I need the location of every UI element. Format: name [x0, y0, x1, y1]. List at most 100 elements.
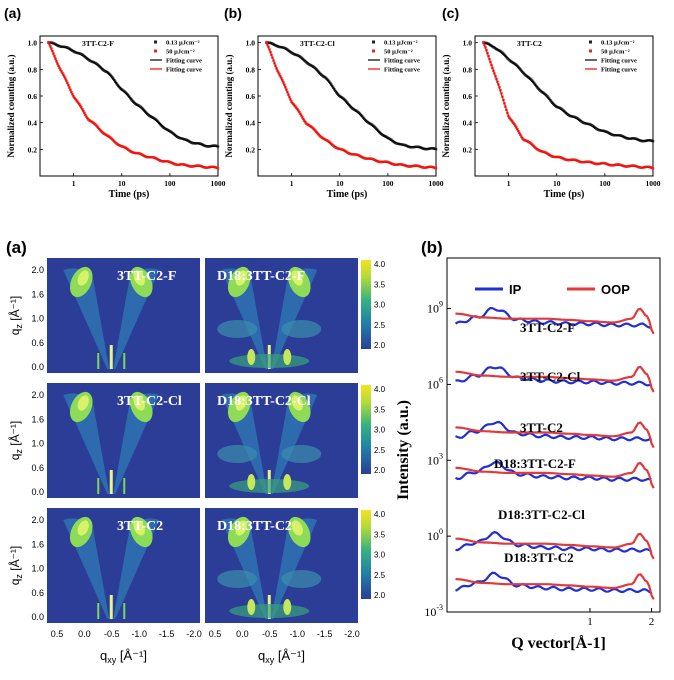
curve-label: 3TT-C2-Cl: [520, 369, 581, 384]
side-streak: [123, 353, 126, 369]
sample-label: 3TT-C2-Cl: [117, 394, 182, 409]
ring-feature: [229, 604, 310, 618]
decay-chart: (b) 0.2 0.4 0.6 0.8 1.0 1 10 100 1000 Time (ps) Nor…: [224, 5, 444, 200]
legend-label: 0.13 μJcm⁻²: [166, 40, 200, 47]
sample-label: D18:3TT-C2-F: [217, 269, 305, 284]
y-axis-label: Normalized counting (a.u.): [6, 55, 16, 158]
data-point: [482, 40, 485, 44]
scattering-lobe-core: [77, 395, 89, 411]
legend-label: OOP: [601, 282, 630, 297]
ip-curve: [455, 530, 653, 553]
x-tick-label: 0.0: [236, 629, 249, 639]
y-tick-label: 0.0: [31, 362, 44, 372]
y-axis-subscript: z: [14, 324, 24, 329]
giwaxs-image: 3TT-C2-Cl: [47, 383, 200, 498]
y-tick-label: 0.6: [31, 463, 44, 473]
y-tick-label: 1.6: [31, 539, 44, 549]
colorbar-tick-label: 3.5: [374, 530, 386, 539]
scattering-lobe-core: [235, 395, 247, 411]
y-axis-label: Intensity (a.u.): [395, 400, 412, 500]
giwaxs-image: D18:3TT-C2-Cl 4.0 3.5 3.0 2.5 2.0: [205, 383, 386, 498]
x-tick-label: 1: [290, 179, 294, 188]
curve-label: 3TT-C2-F: [520, 320, 575, 335]
oop-curve: [455, 461, 655, 489]
y-tick-exponent: 3: [439, 451, 443, 460]
colorbar-tick-label: 4.0: [374, 260, 386, 269]
legend-label: 50 μJcm⁻²: [384, 49, 413, 56]
scattering-lobe-core: [291, 520, 303, 536]
colorbar-tick-label: 2.5: [374, 321, 386, 330]
y-tick-label: 1.0: [31, 439, 44, 449]
y-tick-label: 0.4: [463, 119, 473, 128]
y-tick-label: 0.6: [31, 588, 44, 598]
panel-label: (b): [421, 238, 443, 257]
y-tick-label: 1.0: [28, 39, 38, 48]
legend-marker: [154, 40, 157, 44]
central-streak: [109, 470, 113, 494]
y-tick-label: 1.6: [31, 289, 44, 299]
fit-curve: [483, 42, 654, 169]
giwaxs-image: D18:3TT-C2 4.0 3.5 3.0 2.5 2.0: [205, 508, 386, 623]
giwaxs-image: 3TT-C2-F: [47, 258, 200, 373]
data-point: [651, 167, 655, 170]
colorbar-tick-label: 2.5: [374, 446, 386, 455]
colorbar-tick-label: 4.0: [374, 510, 386, 519]
x-axis-label: Time (ps): [109, 189, 150, 200]
y-axis-subscript: z: [14, 574, 24, 579]
colorbar: [361, 260, 371, 349]
y-tick-label: 0.2: [28, 145, 38, 154]
legend-marker: [589, 40, 592, 44]
colorbar-tick-label: 3.0: [374, 426, 386, 435]
x-tick-label: 1000: [646, 179, 661, 188]
scattering-lobe-core: [133, 520, 145, 536]
x-tick-label: 0.0: [78, 629, 91, 639]
y-tick-label: 0.4: [246, 119, 256, 128]
legend-label: Fitting curve: [384, 67, 420, 74]
y-tick-label: 1.0: [31, 564, 44, 574]
sample-annotation: 3TT-C2-F: [82, 39, 114, 48]
profile-curve-group: 3TT-C2: [455, 420, 655, 449]
y-tick-label: 0.0: [31, 612, 44, 622]
colorbar-tick-label: 2.5: [374, 571, 386, 580]
arc-spot: [283, 599, 292, 615]
data-series: [47, 40, 220, 170]
x-tick-label: 10: [336, 179, 344, 188]
ip-curve: [455, 420, 652, 442]
oop-curve: [455, 532, 655, 560]
side-streak: [97, 353, 100, 369]
y-axis-symbol: q: [8, 579, 22, 586]
colorbar-tick-label: 3.0: [374, 301, 386, 310]
legend-label: 50 μJcm⁻²: [601, 49, 630, 56]
x-tick-label: 1000: [429, 179, 444, 188]
halo: [281, 570, 322, 588]
x-axis-symbol: q: [100, 648, 107, 663]
y-tick-exponent: 9: [439, 300, 443, 309]
legend-label: Fitting curve: [166, 67, 202, 74]
fit-curve: [266, 42, 437, 150]
sample-annotation: 3TT-C2: [517, 39, 542, 48]
x-axis-label: Time (ps): [544, 189, 585, 200]
scattering-lobe-core: [77, 520, 89, 536]
sample-annotation: 3TT-C2-Cl: [300, 39, 335, 48]
legend-label: IP: [509, 282, 522, 297]
giwaxs-panel-label: (a): [6, 238, 27, 257]
y-tick-base: 10: [427, 529, 439, 543]
colorbar: [361, 510, 371, 599]
central-streak: [109, 345, 113, 369]
fit-curve: [48, 42, 219, 148]
side-streak: [123, 478, 126, 494]
fit-curve: [48, 42, 219, 169]
arc-spot: [283, 349, 292, 365]
y-tick-label: 2.0: [31, 515, 44, 525]
x-tick-label: 10: [118, 179, 126, 188]
ip-curve: [454, 306, 652, 329]
y-tick-label: 1.0: [463, 39, 473, 48]
data-point: [47, 40, 50, 44]
y-tick-label: 10-3: [424, 603, 443, 619]
legend-label: Fitting curve: [166, 58, 202, 65]
decay-chart: (a) 0.2 0.4 0.6 0.8 1.0 1 10 100 1000 Time (ps) Nor…: [4, 5, 226, 200]
plot-frame: [446, 257, 661, 613]
side-streak: [97, 603, 100, 619]
y-tick-label: 0.6: [31, 338, 44, 348]
x-tick-label: 10: [553, 179, 561, 188]
